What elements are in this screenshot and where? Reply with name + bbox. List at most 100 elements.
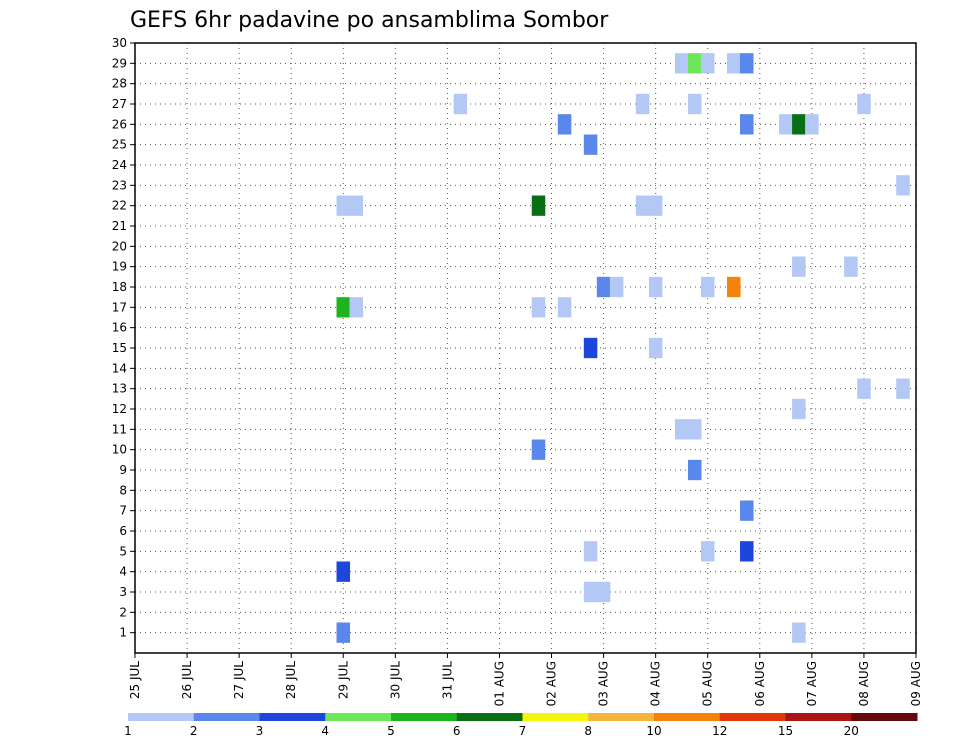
y-tick-label: 16: [112, 321, 127, 335]
colorbar-swatch: [259, 713, 326, 721]
x-tick-label: 31 JUL: [440, 661, 454, 699]
y-tick-label: 8: [119, 483, 127, 497]
colorbar-label: 6: [453, 724, 461, 738]
precip-cell: [648, 195, 663, 216]
colorbar-swatch: [325, 713, 392, 721]
y-tick-label: 2: [119, 605, 127, 619]
y-tick-label: 10: [112, 443, 127, 457]
precip-cell: [687, 419, 702, 440]
y-tick-label: 28: [112, 77, 127, 91]
colorbar-label: 10: [646, 724, 661, 738]
precip-cell: [609, 276, 624, 298]
y-tick-label: 21: [112, 219, 127, 233]
precip-cell: [648, 337, 663, 359]
x-tick-label: 08 AUG: [857, 661, 871, 706]
chart-title: GEFS 6hr padavine po ansamblima Sombor: [130, 8, 609, 33]
colorbar-swatch: [128, 713, 195, 721]
x-tick-label: 06 AUG: [753, 661, 767, 706]
y-tick-label: 12: [112, 402, 127, 416]
y-axis: 1234567891011121314151617181920212223242…: [112, 36, 135, 640]
precip-cell: [531, 195, 546, 216]
y-tick-label: 25: [112, 138, 127, 152]
y-tick-label: 5: [119, 544, 127, 558]
precip-cell: [349, 195, 364, 216]
y-tick-label: 26: [112, 117, 127, 131]
precip-cell: [727, 276, 741, 298]
precip-cell: [336, 561, 351, 582]
precip-cell: [700, 541, 715, 562]
colorbar-swatch: [719, 713, 786, 721]
colorbar-swatch: [785, 713, 852, 721]
grid: [135, 43, 916, 653]
colorbar-label: 3: [256, 724, 264, 738]
precip-cell: [557, 114, 572, 135]
precip-cell: [727, 53, 741, 74]
x-tick-label: 05 AUG: [701, 661, 715, 706]
precip-cell: [453, 93, 468, 115]
colorbar-label: 15: [778, 724, 793, 738]
precip-cell: [687, 93, 702, 115]
precip-cell: [531, 439, 546, 460]
colorbar-swatch: [456, 713, 523, 721]
x-tick-label: 27 JUL: [232, 661, 246, 699]
precip-cell: [674, 53, 689, 74]
precip-cell: [635, 93, 650, 115]
precip-cell: [896, 378, 910, 399]
y-tick-label: 1: [119, 626, 127, 640]
precip-cell: [596, 276, 611, 298]
precip-cell: [557, 297, 572, 318]
x-tick-label: 29 JUL: [336, 661, 350, 699]
x-tick-label: 07 AUG: [805, 661, 819, 706]
precip-cell: [674, 419, 689, 440]
x-tick-label: 26 JUL: [180, 661, 194, 699]
y-tick-label: 9: [119, 463, 127, 477]
colorbar-swatch: [522, 713, 589, 721]
y-tick-label: 6: [119, 524, 127, 538]
precip-cell: [583, 134, 598, 155]
precip-cell: [349, 297, 364, 318]
colorbar-label: 1: [124, 724, 132, 738]
y-tick-label: 4: [119, 565, 127, 579]
precip-cell: [596, 581, 611, 603]
precip-cell: [336, 195, 351, 216]
precip-cell: [740, 53, 754, 74]
y-tick-label: 27: [112, 97, 127, 111]
y-tick-label: 20: [112, 239, 127, 253]
x-axis: 25 JUL 26 JUL 27 JUL 28 JUL 29 JUL 30 JUL 31 J…: [128, 653, 923, 706]
precip-cell: [635, 195, 650, 216]
precip-cell: [336, 297, 351, 318]
precip-cell: [687, 459, 702, 481]
colorbar-label: 12: [712, 724, 727, 738]
precip-cell: [700, 276, 715, 298]
x-tick-label: 25 JUL: [128, 661, 142, 699]
precip-cell: [844, 256, 858, 277]
precip-cell: [583, 541, 598, 562]
y-tick-label: 7: [119, 504, 127, 518]
colorbar-swatch: [851, 713, 918, 721]
y-tick-label: 24: [112, 158, 127, 172]
colorbar-label: 20: [844, 724, 859, 738]
x-tick-label: 28 JUL: [284, 661, 298, 699]
y-tick-label: 15: [112, 341, 127, 355]
colorbar-label: 2: [190, 724, 198, 738]
y-tick-label: 11: [112, 422, 127, 436]
precip-cell: [792, 256, 806, 277]
colorbar-label: 4: [321, 724, 329, 738]
x-tick-label: 09 AUG: [909, 661, 923, 706]
precip-cell: [648, 276, 663, 298]
x-tick-label: 03 AUG: [597, 661, 611, 706]
colorbar-legend: 1 2 3 4 5 6 7 8 10 12 15 20: [124, 713, 918, 738]
y-tick-label: 23: [112, 178, 127, 192]
y-tick-label: 14: [112, 361, 127, 375]
y-tick-label: 3: [119, 585, 127, 599]
colorbar-label: 7: [519, 724, 527, 738]
x-tick-label: 02 AUG: [545, 661, 559, 706]
precip-cell: [336, 622, 351, 643]
precip-cell: [792, 114, 806, 135]
x-tick-label: 30 JUL: [388, 661, 402, 699]
precip-cell: [531, 297, 546, 318]
y-tick-label: 29: [112, 56, 127, 70]
precip-cell: [740, 541, 754, 562]
colorbar-swatch: [193, 713, 260, 721]
